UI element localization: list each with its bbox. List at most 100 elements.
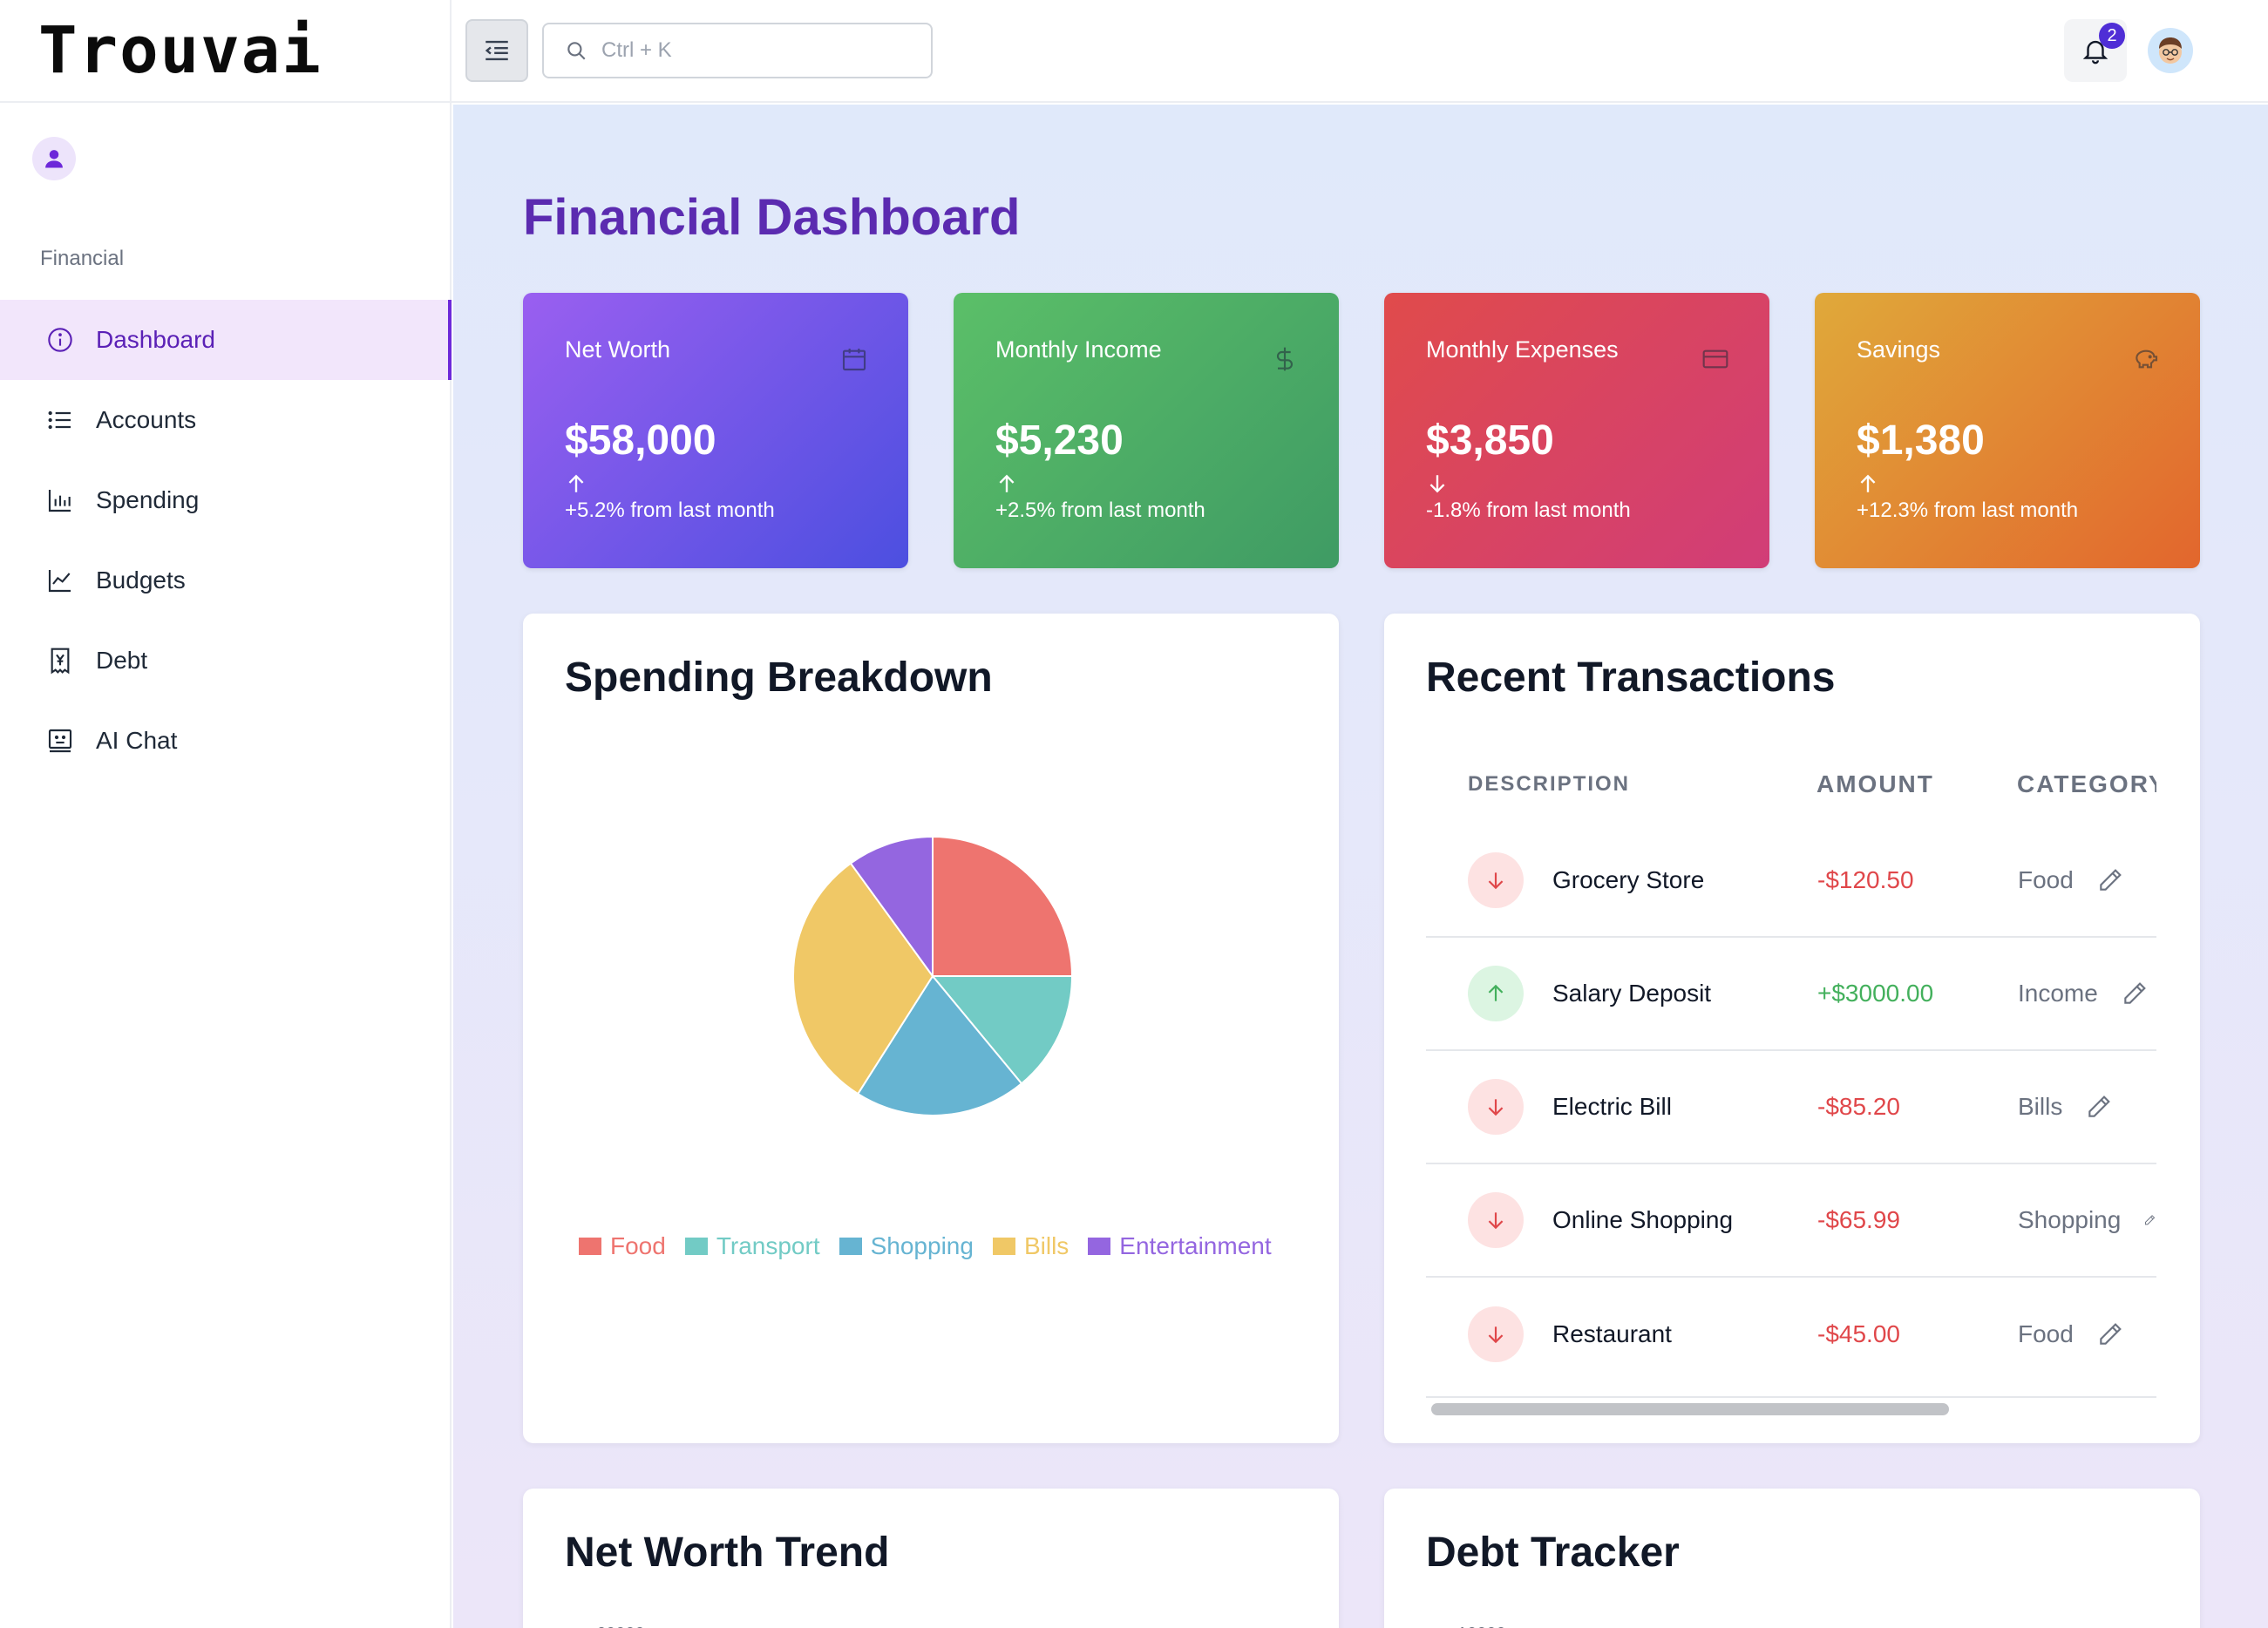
sidebar-user-avatar[interactable] bbox=[32, 137, 76, 180]
stat-card-savings[interactable]: Savings $1,380 +12.3% from last month bbox=[1815, 293, 2200, 568]
sidebar-item-dashboard[interactable]: Dashboard bbox=[0, 300, 452, 380]
recent-transactions-card: Recent Transactions DESCRIPTION AMOUNT C… bbox=[1384, 614, 2200, 1443]
pie-slice-transport[interactable] bbox=[930, 975, 1074, 1085]
topbar: 2 bbox=[452, 0, 2268, 103]
brand-name: Trouvai bbox=[38, 13, 323, 88]
notifications-button[interactable]: 2 bbox=[2064, 19, 2127, 82]
sidebar-item-ai-chat[interactable]: AI Chat bbox=[0, 701, 452, 781]
legend-item-entertainment[interactable]: Entertainment bbox=[1088, 1232, 1272, 1260]
dollar-icon bbox=[1277, 347, 1293, 371]
arrow-up-icon bbox=[1488, 984, 1504, 1001]
search-icon bbox=[567, 42, 586, 60]
list-icon bbox=[45, 405, 75, 435]
avatar-face-icon bbox=[2159, 37, 2182, 64]
legend-item-shopping[interactable]: Shopping bbox=[839, 1232, 974, 1260]
credit-card-icon bbox=[1702, 349, 1728, 369]
legend-item-food[interactable]: Food bbox=[579, 1232, 666, 1260]
arrow-down-icon bbox=[1488, 1326, 1504, 1344]
transaction-amount: -$120.50 bbox=[1817, 866, 1914, 893]
sidebar-item-label: Spending bbox=[96, 486, 200, 513]
stat-card-net-worth[interactable]: Net Worth $58,000 +5.2% from last month bbox=[523, 293, 908, 568]
stat-change: -1.8% from last month bbox=[1426, 499, 1631, 522]
chat-bot-icon bbox=[45, 726, 75, 756]
transaction-amount: -$85.20 bbox=[1817, 1093, 1900, 1120]
bar-chart-icon bbox=[45, 485, 75, 515]
transaction-category: Food bbox=[2018, 866, 2074, 893]
sidebar-nav: Dashboard Accounts Spending Budgets Debt bbox=[0, 300, 452, 781]
toggle-sidebar-button[interactable] bbox=[465, 19, 528, 82]
stat-label: Monthly Expenses bbox=[1426, 336, 1619, 363]
stat-label: Net Worth bbox=[565, 336, 671, 363]
legend-label: Bills bbox=[1023, 1232, 1069, 1259]
pie-slice-bills[interactable] bbox=[792, 862, 934, 1096]
search-input[interactable] bbox=[601, 38, 915, 63]
pie-slice-shopping[interactable] bbox=[856, 974, 1023, 1116]
pencil-icon[interactable] bbox=[2121, 980, 2149, 1007]
table-row[interactable]: Grocery Store -$120.50 Food bbox=[1426, 824, 2156, 938]
legend-swatch bbox=[839, 1238, 862, 1255]
spending-pie-chart[interactable] bbox=[784, 828, 1081, 1124]
sidebar-item-label: Dashboard bbox=[96, 326, 215, 353]
transaction-description: Electric Bill bbox=[1552, 1093, 1672, 1120]
scrollbar-thumb[interactable] bbox=[1431, 1403, 1949, 1415]
pencil-icon[interactable] bbox=[2143, 1206, 2156, 1234]
legend-label: Shopping bbox=[870, 1232, 974, 1259]
legend-swatch bbox=[579, 1238, 601, 1255]
piggy-bank-icon bbox=[2136, 349, 2158, 369]
transaction-amount: -$65.99 bbox=[1817, 1206, 1900, 1233]
stat-card-monthly-expenses[interactable]: Monthly Expenses $3,850 -1.8% from last … bbox=[1384, 293, 1769, 568]
card-title: Debt Tracker bbox=[1426, 1530, 1680, 1576]
transaction-amount: -$45.00 bbox=[1817, 1320, 1900, 1347]
user-avatar[interactable] bbox=[2148, 28, 2193, 73]
sidebar: Trouvai Financial Dashboard Accounts Spe… bbox=[0, 0, 452, 1628]
pencil-icon[interactable] bbox=[2085, 1093, 2113, 1121]
line-chart-icon bbox=[45, 566, 75, 595]
yen-receipt-icon bbox=[45, 646, 75, 675]
pie-slice-entertainment[interactable] bbox=[849, 835, 934, 980]
menu-collapse-icon bbox=[485, 40, 508, 61]
arrow-up-icon bbox=[999, 474, 1015, 492]
spending-breakdown-card: Spending Breakdown Food Transport Shoppi… bbox=[523, 614, 1339, 1443]
stat-label: Monthly Income bbox=[995, 336, 1162, 363]
expense-indicator bbox=[1468, 1306, 1524, 1362]
stat-card-monthly-income[interactable]: Monthly Income $5,230 +2.5% from last mo… bbox=[954, 293, 1339, 568]
stat-label: Savings bbox=[1857, 336, 1941, 363]
sidebar-item-budgets[interactable]: Budgets bbox=[0, 540, 452, 621]
pie-slice-food[interactable] bbox=[932, 835, 1074, 977]
table-row[interactable]: Electric Bill -$85.20 Bills bbox=[1426, 1051, 2156, 1164]
search-box[interactable] bbox=[542, 23, 933, 78]
transaction-description: Restaurant bbox=[1552, 1320, 1672, 1347]
main-content: Financial Dashboard Net Worth $58,000 +5… bbox=[453, 105, 2268, 1628]
table-row[interactable]: Online Shopping -$65.99 Shopping bbox=[1426, 1164, 2156, 1278]
user-icon bbox=[45, 150, 63, 168]
sidebar-item-label: AI Chat bbox=[96, 727, 178, 754]
horizontal-scrollbar[interactable] bbox=[1426, 1396, 2156, 1415]
legend-item-bills[interactable]: Bills bbox=[992, 1232, 1069, 1260]
page-title: Financial Dashboard bbox=[523, 189, 1021, 246]
legend-item-transport[interactable]: Transport bbox=[684, 1232, 820, 1260]
stat-change: +5.2% from last month bbox=[565, 499, 775, 522]
brand-logo[interactable]: Trouvai bbox=[0, 0, 450, 103]
arrow-up-icon bbox=[568, 474, 584, 492]
pencil-icon[interactable] bbox=[2096, 1320, 2124, 1348]
legend-swatch bbox=[992, 1238, 1015, 1255]
column-header-description: DESCRIPTION bbox=[1468, 772, 1631, 796]
transaction-category: Shopping bbox=[2018, 1206, 2122, 1233]
table-row[interactable]: Salary Deposit +$3000.00 Income bbox=[1426, 938, 2156, 1051]
sidebar-item-accounts[interactable]: Accounts bbox=[0, 380, 452, 460]
stat-change: +12.3% from last month bbox=[1857, 499, 2079, 522]
column-header-amount: AMOUNT bbox=[1816, 770, 1934, 797]
column-header-category: CATEGORY bbox=[2017, 770, 2156, 797]
arrow-down-icon bbox=[1488, 1212, 1504, 1230]
income-indicator bbox=[1468, 966, 1524, 1021]
sidebar-item-spending[interactable]: Spending bbox=[0, 460, 452, 540]
sidebar-item-debt[interactable]: Debt bbox=[0, 621, 452, 701]
pencil-icon[interactable] bbox=[2096, 866, 2124, 894]
transaction-category: Food bbox=[2018, 1320, 2074, 1347]
stat-value: $1,380 bbox=[1857, 417, 1985, 464]
table-row[interactable]: Restaurant -$45.00 Food bbox=[1426, 1278, 2156, 1391]
transactions-table[interactable]: DESCRIPTION AMOUNT CATEGORY Grocery Stor… bbox=[1426, 744, 2156, 1407]
bell-icon bbox=[2082, 40, 2108, 64]
card-title: Recent Transactions bbox=[1426, 655, 1836, 701]
sidebar-item-label: Debt bbox=[96, 647, 148, 674]
